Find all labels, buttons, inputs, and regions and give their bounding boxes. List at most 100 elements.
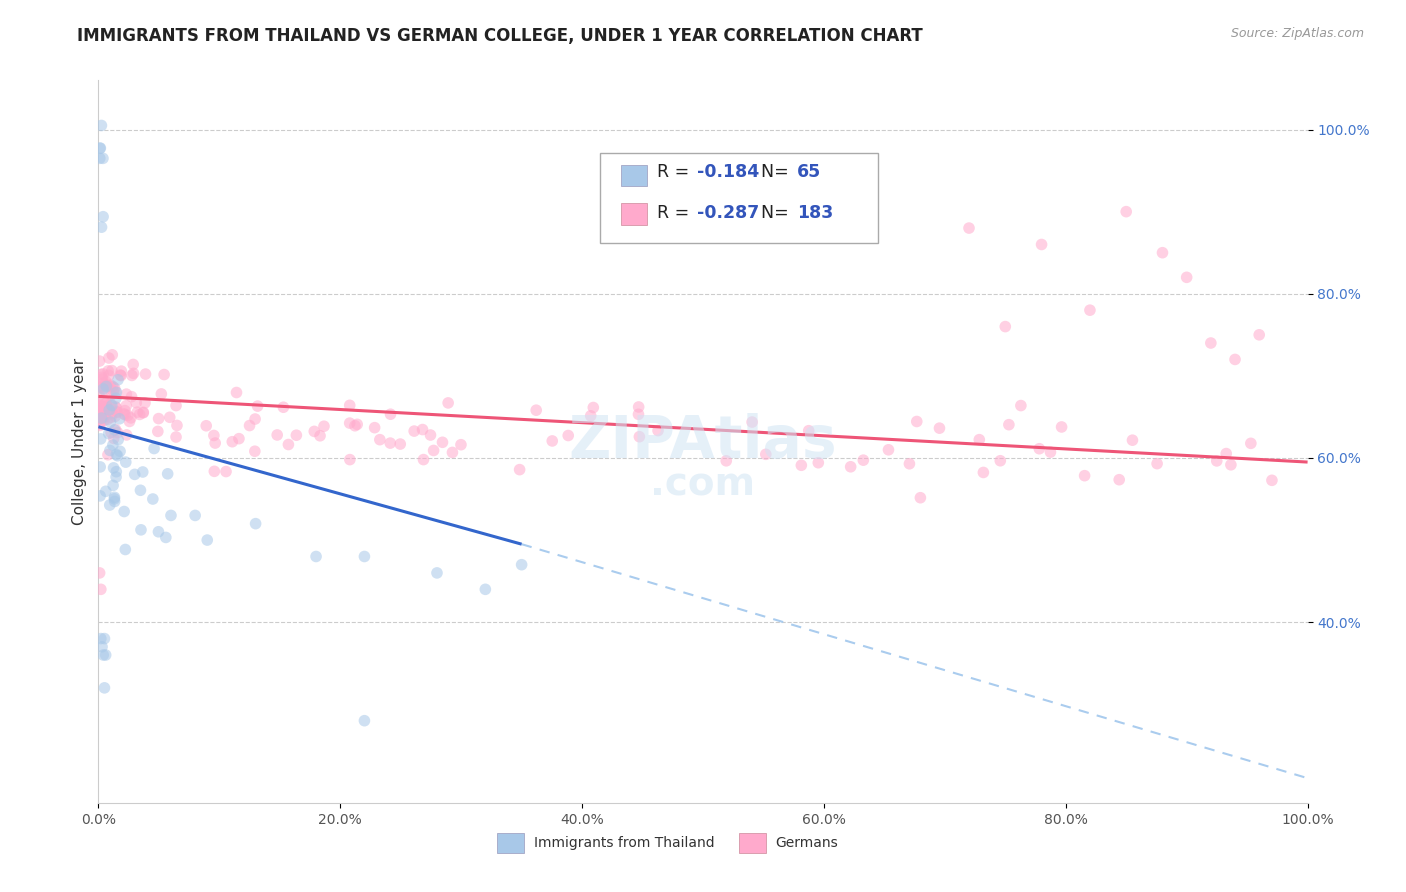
Point: [96, 378, 118, 392]
Point: [134, 396, 156, 410]
Point: [112, 407, 135, 421]
Point: [132, 465, 155, 479]
Point: [142, 491, 165, 506]
Point: [312, 419, 335, 434]
Point: [110, 368, 132, 382]
Point: [89, 151, 111, 165]
Point: [1073, 468, 1095, 483]
Point: [852, 453, 875, 467]
Point: [426, 566, 449, 580]
Point: [115, 399, 138, 413]
Point: [91, 382, 114, 396]
Point: [450, 438, 472, 452]
Point: [90, 409, 112, 423]
Point: [100, 397, 122, 411]
Point: [120, 410, 142, 425]
Point: [755, 447, 778, 461]
Point: [94, 401, 117, 416]
Text: IMMIGRANTS FROM THAILAND VS GERMAN COLLEGE, UNDER 1 YEAR CORRELATION CHART: IMMIGRANTS FROM THAILAND VS GERMAN COLLE…: [77, 27, 924, 45]
Point: [104, 409, 127, 424]
Point: [509, 462, 531, 476]
Point: [412, 452, 434, 467]
Point: [510, 558, 533, 572]
Point: [94, 375, 117, 389]
Point: [419, 428, 441, 442]
Point: [114, 542, 136, 557]
Point: [103, 491, 125, 506]
Point: [98, 403, 121, 417]
Point: [432, 435, 454, 450]
Text: -0.184: -0.184: [697, 163, 759, 181]
Point: [1215, 446, 1237, 460]
Point: [100, 388, 122, 402]
Point: [94, 484, 117, 499]
Point: [1146, 457, 1168, 471]
Point: [998, 417, 1021, 432]
Point: [1115, 204, 1137, 219]
Point: [1039, 445, 1062, 459]
Point: [89, 459, 111, 474]
Point: [93, 632, 115, 646]
Point: [143, 442, 166, 456]
FancyBboxPatch shape: [621, 203, 647, 225]
Point: [104, 494, 127, 508]
Point: [204, 436, 226, 450]
Point: [93, 413, 115, 427]
Point: [228, 432, 250, 446]
Point: [368, 433, 391, 447]
Point: [153, 368, 176, 382]
Point: [541, 434, 564, 448]
Text: R =: R =: [657, 203, 695, 221]
Point: [91, 367, 114, 381]
Point: [107, 405, 129, 419]
Point: [96, 399, 118, 413]
Point: [107, 425, 129, 440]
Point: [118, 414, 141, 428]
Point: [97, 448, 120, 462]
Point: [988, 454, 1011, 468]
Point: [122, 358, 145, 372]
Point: [94, 648, 117, 662]
Point: [96, 396, 118, 410]
Point: [117, 409, 139, 423]
Point: [89, 388, 111, 402]
Point: [148, 524, 170, 539]
Point: [128, 408, 150, 422]
Point: [101, 478, 124, 492]
Point: [89, 489, 111, 503]
Point: [246, 399, 269, 413]
Point: [363, 420, 385, 434]
Point: [437, 396, 460, 410]
Point: [957, 221, 980, 235]
Point: [305, 549, 328, 564]
Point: [1031, 237, 1053, 252]
Point: [339, 452, 361, 467]
Point: [1152, 245, 1174, 260]
Point: [97, 378, 120, 392]
Point: [972, 466, 994, 480]
Point: [89, 380, 111, 394]
Point: [928, 421, 950, 435]
Y-axis label: College, Under 1 year: College, Under 1 year: [72, 358, 87, 525]
Point: [91, 411, 114, 425]
Point: [89, 566, 111, 580]
Point: [404, 424, 426, 438]
Point: [285, 428, 308, 442]
Point: [91, 372, 114, 386]
Point: [1121, 433, 1143, 447]
Point: [94, 396, 117, 410]
Point: [97, 368, 120, 383]
Point: [100, 410, 122, 425]
Point: [129, 483, 152, 498]
Point: [87, 396, 110, 410]
Point: [90, 220, 112, 235]
Point: [898, 457, 921, 471]
Point: [114, 455, 136, 469]
Point: [184, 508, 207, 523]
Point: [343, 418, 366, 433]
Point: [115, 387, 138, 401]
Point: [101, 348, 124, 362]
Point: [165, 399, 187, 413]
Point: [579, 409, 602, 423]
Point: [339, 398, 361, 412]
